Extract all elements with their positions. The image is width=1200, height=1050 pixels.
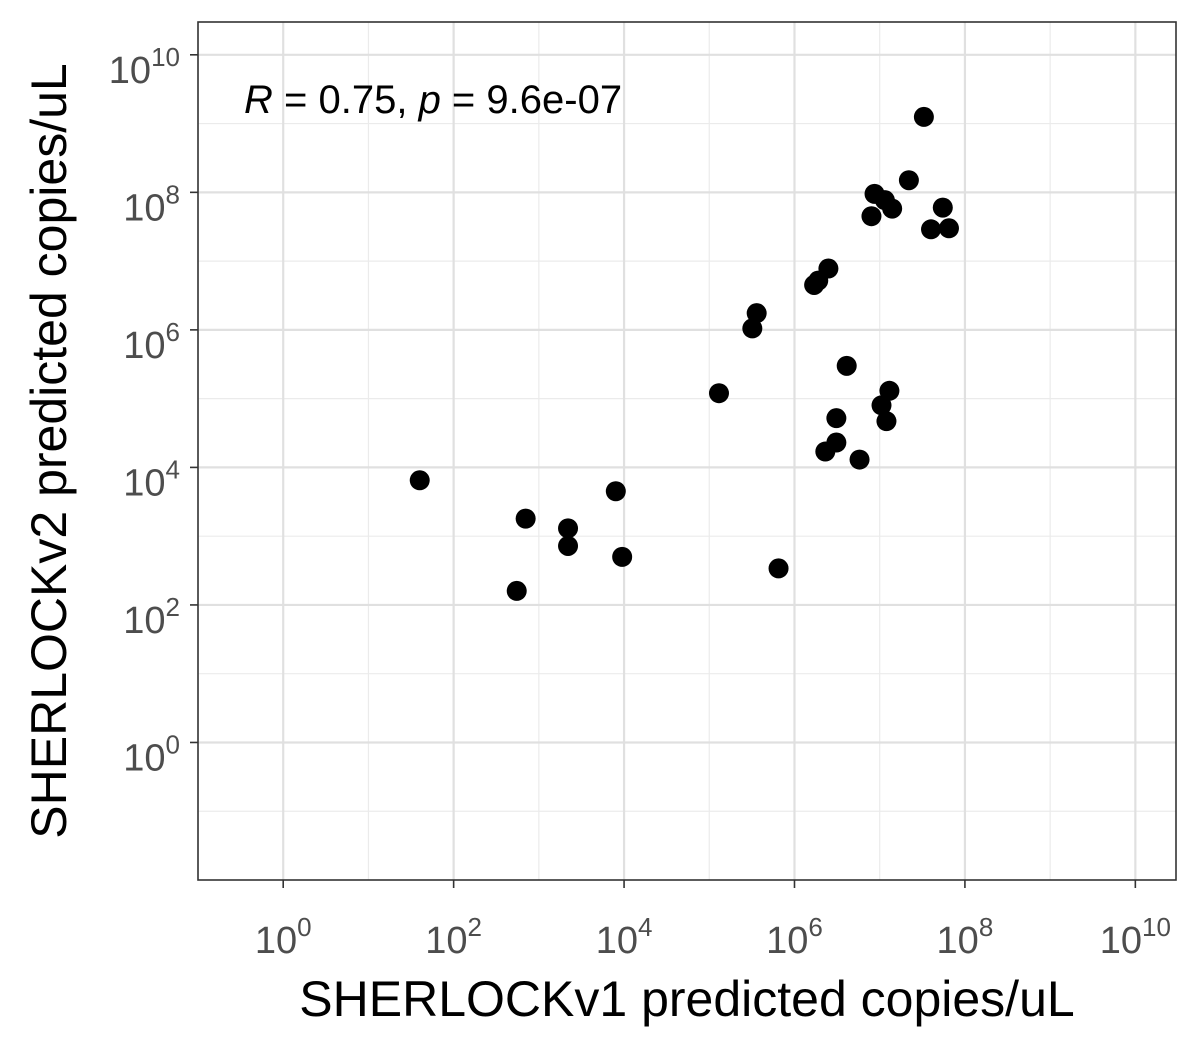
x-tick-label: 104	[596, 912, 653, 962]
x-axis-ticks: 100 102 104 106 108 1010	[255, 880, 1171, 962]
x-tick-label: 108	[937, 912, 994, 962]
stat-annotation: R = 0.75, p = 9.6e-07	[244, 78, 622, 122]
data-point	[913, 106, 934, 127]
y-tick-label: 106	[123, 317, 180, 367]
data-point	[932, 197, 953, 218]
x-tick-label: 100	[255, 912, 312, 962]
data-point	[861, 206, 882, 227]
data-point	[826, 432, 847, 453]
data-point	[882, 198, 903, 219]
data-point	[879, 380, 900, 401]
p-symbol: p	[418, 78, 441, 122]
plot-panel-border	[197, 21, 1177, 881]
data-point	[742, 318, 763, 339]
data-point	[708, 383, 729, 404]
data-point	[836, 355, 857, 376]
data-point	[849, 449, 870, 470]
data-point	[409, 470, 430, 491]
data-point	[746, 303, 767, 324]
data-point	[826, 408, 847, 429]
data-point	[506, 580, 527, 601]
data-point	[818, 258, 839, 279]
data-point	[612, 546, 633, 567]
x-tick-label: 102	[425, 912, 482, 962]
data-point	[768, 558, 789, 579]
plot-panel-background	[198, 22, 1176, 880]
y-tick-label: 1010	[109, 42, 180, 92]
data-point	[558, 518, 579, 539]
r-symbol: R	[244, 78, 273, 122]
major-grid	[198, 22, 1176, 880]
data-point	[876, 411, 897, 432]
data-point	[938, 218, 959, 239]
y-tick-label: 108	[123, 179, 180, 229]
data-point	[605, 481, 626, 502]
minor-grid	[197, 22, 1176, 880]
data-point	[515, 508, 536, 529]
y-axis-ticks: 100 102 104 106 108 1010	[109, 42, 198, 779]
data-points	[409, 106, 959, 601]
p-value: = 9.6e-07	[441, 78, 622, 122]
y-tick-label: 100	[123, 729, 180, 779]
y-tick-label: 104	[123, 454, 180, 504]
data-point	[898, 170, 919, 191]
x-tick-label: 1010	[1100, 912, 1171, 962]
r-value: = 0.75,	[273, 78, 419, 122]
y-tick-label: 102	[123, 592, 180, 642]
data-point	[558, 535, 579, 556]
y-axis-title: SHERLOCKv2 predicted copies/uL	[21, 63, 77, 838]
data-point	[921, 219, 942, 240]
x-axis-title: SHERLOCKv1 predicted copies/uL	[299, 971, 1074, 1027]
x-tick-label: 106	[766, 912, 823, 962]
